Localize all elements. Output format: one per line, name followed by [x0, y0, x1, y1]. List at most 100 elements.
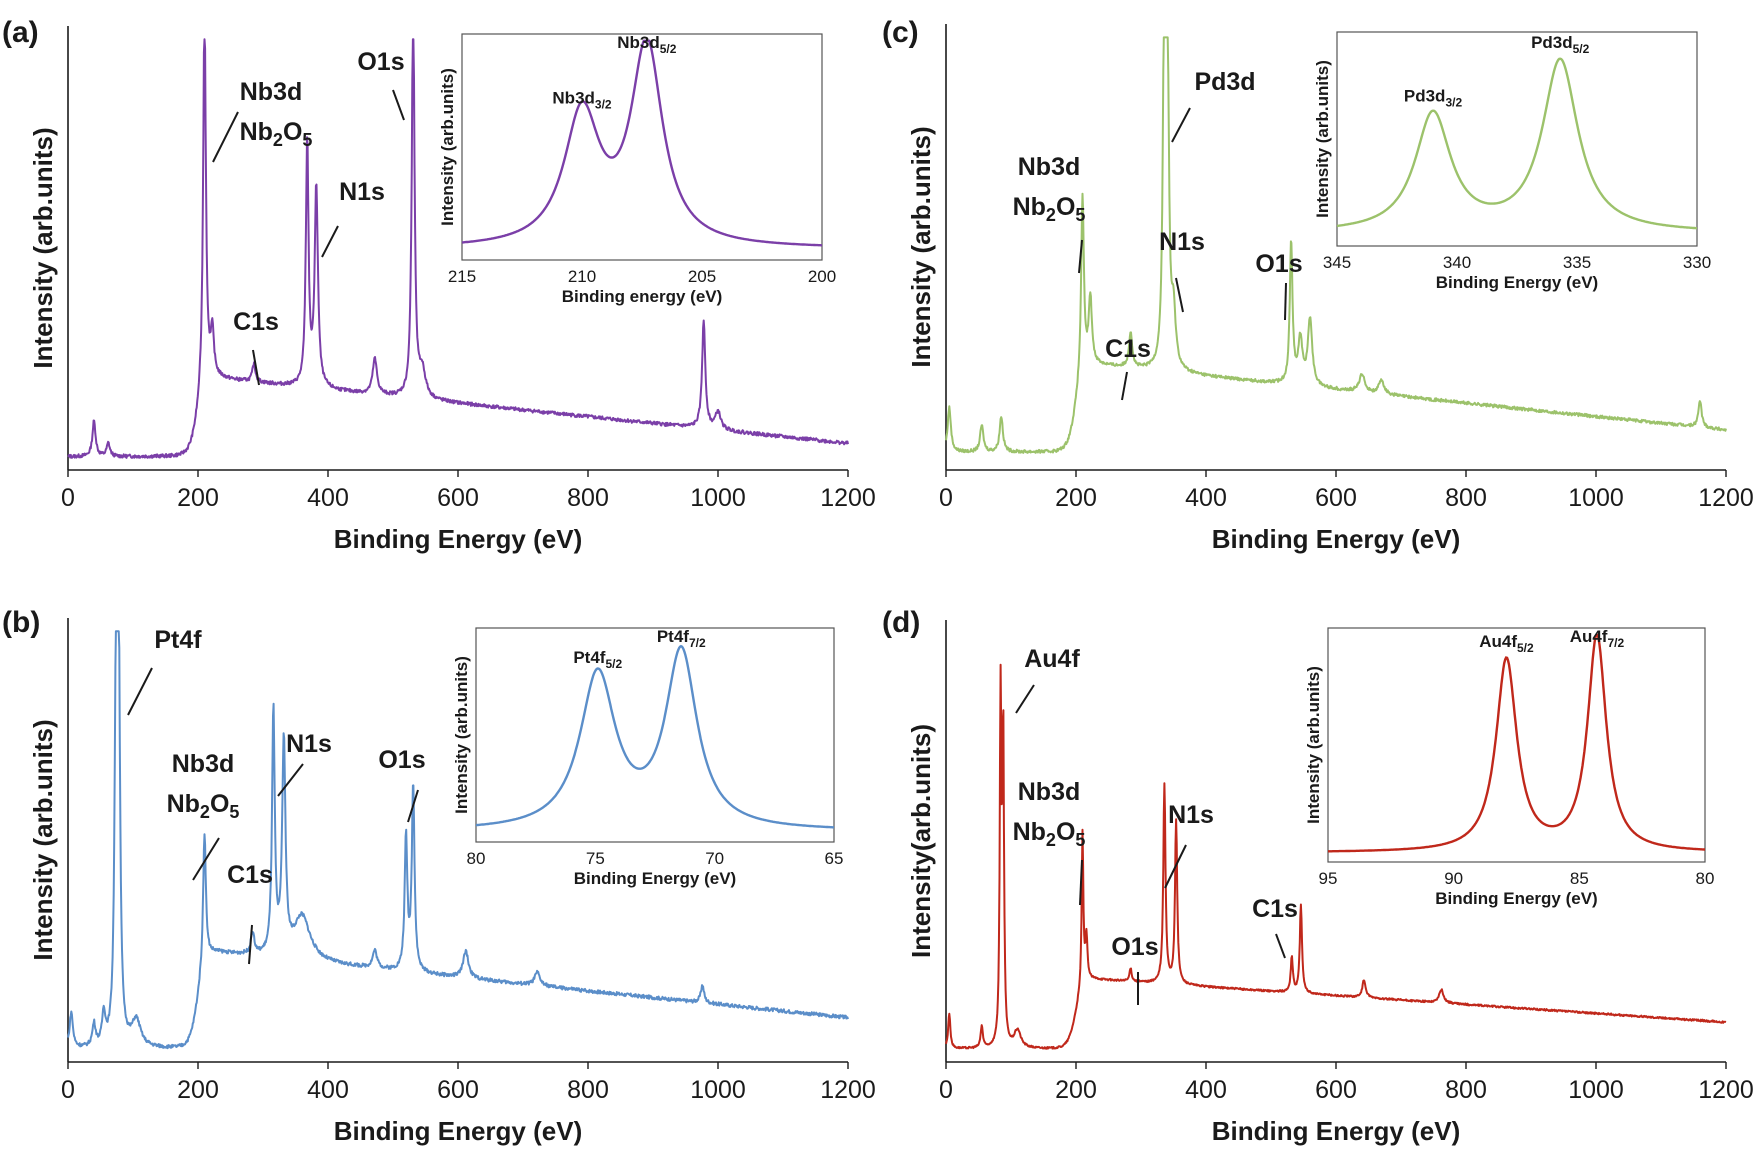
x-tick-label: 800	[567, 1076, 609, 1104]
x-axis-title: Binding Energy (eV)	[1212, 1116, 1460, 1146]
x-tick-label: 1200	[820, 1076, 876, 1104]
x-tick-label: 800	[1445, 1076, 1487, 1104]
x-tick-label: 1200	[1698, 1076, 1754, 1104]
peak-annotation: Nb3d	[1018, 778, 1081, 806]
x-tick-label: 800	[567, 484, 609, 512]
x-tick-label: 400	[307, 484, 349, 512]
panel-label: (c)	[882, 16, 919, 49]
peak-annotation: Nb2O5	[167, 790, 240, 822]
panel-a: 0 200 400 600 800 1000 1200 Binding Energy (eV)…	[2, 16, 876, 554]
inset-spectrum-line	[476, 644, 834, 829]
peak-annotation: C1s	[1105, 335, 1151, 363]
inset-x-tick-label: 340	[1443, 253, 1471, 272]
annotation-leader-line	[212, 111, 239, 163]
x-axis-title: Binding Energy (eV)	[334, 1116, 582, 1146]
y-axis-title: Intensity (arb.units)	[28, 127, 58, 368]
spectrum-line	[67, 38, 849, 459]
x-tick-label: 0	[939, 484, 953, 512]
peak-annotation: Nb3d	[240, 78, 303, 106]
annotation-leader-line	[1079, 859, 1083, 906]
inset-peak-label: Pt4f7/2	[657, 627, 706, 650]
inset-peak-label: Au4f7/2	[1570, 627, 1625, 650]
x-tick-label: 1000	[1568, 1076, 1624, 1104]
panel-c: 0 200 400 600 800 1000 1200 Binding Energy (eV)…	[882, 16, 1754, 554]
inset-peak-label: Nb3d5/2	[617, 33, 677, 56]
spectrum-line	[67, 630, 849, 1050]
annotation-leader-line	[1078, 239, 1083, 274]
spectrum-line	[945, 36, 1727, 454]
annotation-leader-line	[1121, 371, 1128, 401]
annotation-leader-line	[127, 667, 153, 716]
x-tick-label: 1000	[690, 484, 746, 512]
panel-label: (d)	[882, 606, 920, 639]
x-tick-label: 1200	[1698, 484, 1754, 512]
inset-y-axis-title: Intensity (arb.units)	[1304, 666, 1323, 824]
x-tick-label: 600	[1315, 1076, 1357, 1104]
peak-annotation: C1s	[233, 308, 279, 336]
x-tick-label: 1000	[690, 1076, 746, 1104]
x-tick-label: 600	[437, 484, 479, 512]
inset-spectrum-line	[1336, 57, 1697, 230]
inset-spectrum-line	[1328, 633, 1705, 853]
annotation-leader-line	[1015, 684, 1035, 714]
inset-x-tick-label: 80	[467, 849, 486, 868]
inset: 95 90 85 80 Binding Energy (eV) Intensity (ar…	[1304, 627, 1714, 908]
annotation-leader-line	[252, 349, 260, 386]
peak-annotation: Au4f	[1024, 645, 1080, 673]
inset-y-axis-title: Intensity (arb.units)	[452, 656, 471, 814]
inset-peak-label: Au4f5/2	[1479, 632, 1534, 655]
inset-x-tick-label: 80	[1696, 869, 1715, 888]
x-tick-label: 200	[1055, 484, 1097, 512]
inset-frame	[475, 627, 835, 843]
x-tick-label: 800	[1445, 484, 1487, 512]
spectrum-line	[945, 663, 1727, 1050]
inset-x-axis-title: Binding energy (eV)	[562, 287, 723, 306]
peak-annotation: O1s	[378, 746, 425, 774]
inset-peak-label: Pd3d5/2	[1531, 33, 1590, 56]
inset-x-tick-label: 215	[448, 267, 476, 286]
inset-peak-label: Pt4f5/2	[573, 648, 622, 671]
panel-b: 0 200 400 600 800 1000 1200 Binding Energy (eV)…	[2, 606, 876, 1146]
inset: 215 210 205 200 Binding energy (eV) Intensity…	[438, 33, 836, 306]
inset-y-axis-title: Intensity (arb.units)	[438, 68, 457, 226]
inset-x-tick-label: 85	[1570, 869, 1589, 888]
y-axis-title: Intensity (arb.units)	[906, 126, 936, 367]
x-axis-title: Binding Energy (eV)	[334, 524, 582, 554]
x-tick-label: 200	[177, 1076, 219, 1104]
peak-annotation: O1s	[357, 48, 404, 76]
peak-annotation: Nb2O5	[240, 118, 313, 150]
panel-d: 0 200 400 600 800 1000 1200 Binding Energy (eV)…	[882, 606, 1754, 1146]
annotation-leader-line	[407, 789, 419, 823]
peak-annotation: N1s	[286, 730, 332, 758]
annotation-leader-line	[392, 89, 405, 121]
peak-annotation: Nb2O5	[1013, 193, 1086, 225]
annotation-leader-line	[1171, 107, 1191, 143]
inset-x-tick-label: 345	[1323, 253, 1351, 272]
peak-annotation: O1s	[1255, 250, 1302, 278]
peak-annotation: Nb3d	[1018, 153, 1081, 181]
x-tick-label: 0	[61, 1076, 75, 1104]
inset: 345 340 335 330 Binding Energy (eV) Intensity…	[1313, 31, 1711, 292]
x-tick-label: 400	[1185, 484, 1227, 512]
inset-frame	[1336, 31, 1698, 247]
annotation-leader-line	[192, 837, 220, 881]
inset-x-axis-title: Binding Energy (eV)	[1436, 273, 1598, 292]
x-tick-label: 400	[307, 1076, 349, 1104]
peak-annotation: N1s	[1159, 228, 1205, 256]
annotation-leader-line	[277, 763, 304, 797]
x-tick-label: 400	[1185, 1076, 1227, 1104]
inset-x-tick-label: 330	[1683, 253, 1711, 272]
peak-annotation: N1s	[339, 178, 385, 206]
inset-x-tick-label: 210	[568, 267, 596, 286]
peak-annotation: Nb3d	[172, 750, 235, 778]
inset-x-tick-label: 205	[688, 267, 716, 286]
x-tick-label: 200	[1055, 1076, 1097, 1104]
inset-x-tick-label: 75	[586, 849, 605, 868]
peak-annotation: O1s	[1111, 933, 1158, 961]
inset-x-tick-label: 200	[808, 267, 836, 286]
peak-annotation: Pd3d	[1194, 68, 1255, 96]
x-axis-title: Binding Energy (eV)	[1212, 524, 1460, 554]
inset-peak-label: Nb3d3/2	[552, 89, 612, 112]
